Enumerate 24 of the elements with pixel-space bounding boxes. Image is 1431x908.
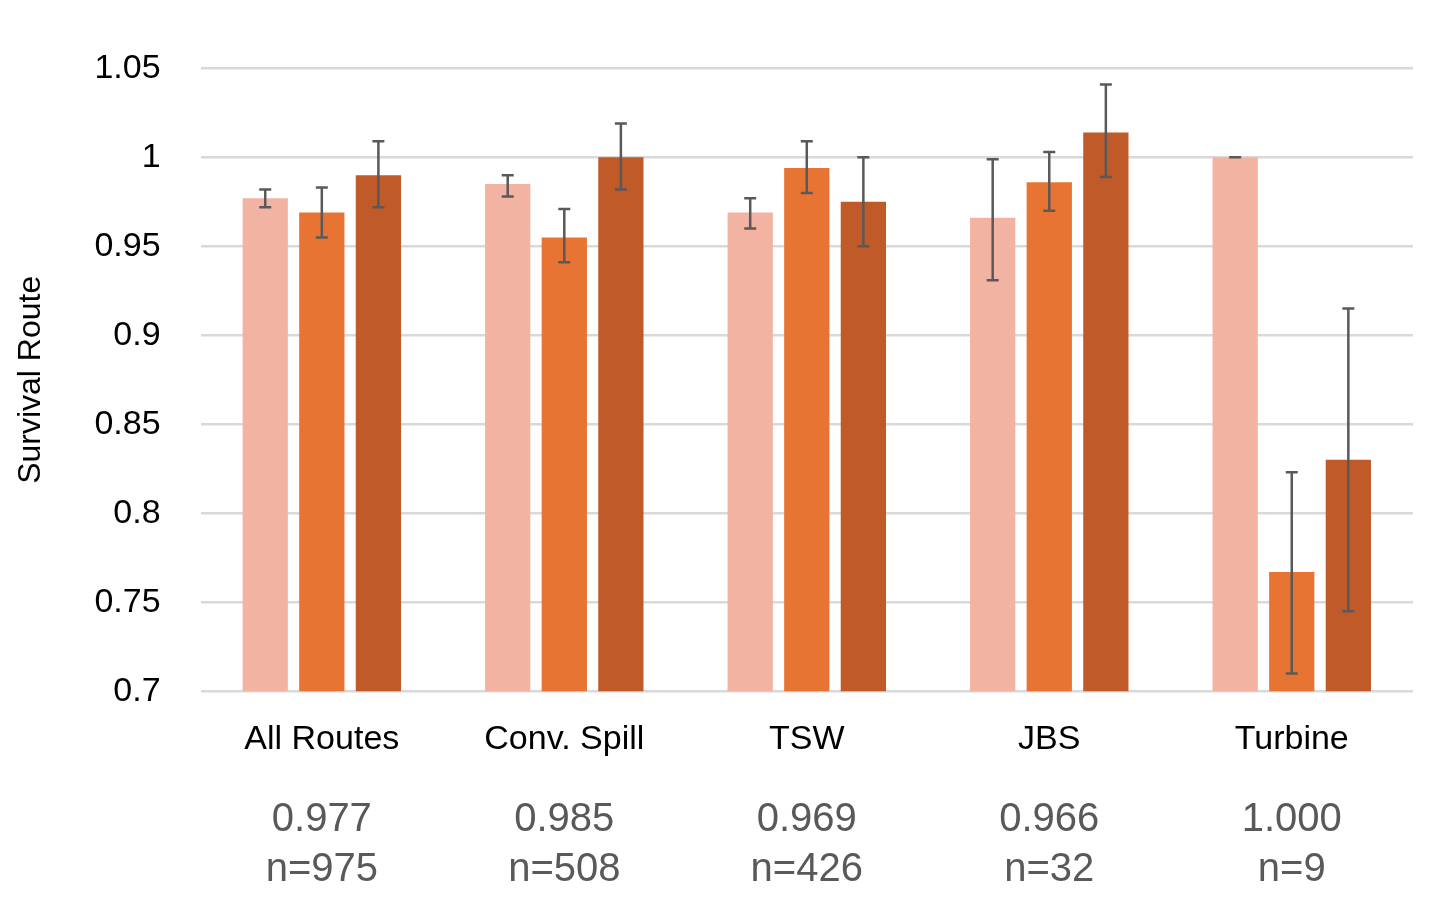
y-tick-label: 0.95 (94, 224, 161, 263)
data-label: 0.969 (756, 795, 857, 840)
text: n=426 (750, 845, 863, 890)
text: n=9 (1257, 845, 1326, 890)
x-tick-label: Turbine (1234, 717, 1349, 756)
data-label: 0.977 (271, 795, 372, 840)
x-tick-label: JBS (1018, 717, 1081, 756)
text: n=32 (1004, 845, 1095, 890)
text: n=508 (508, 845, 621, 890)
y-tick-label: 1 (141, 135, 161, 174)
text: n=975 (265, 845, 378, 890)
x-tick-label: TSW (769, 717, 845, 756)
y-tick-label: 0.8 (113, 491, 161, 530)
y-axis-title: Survival Route (11, 275, 48, 484)
x-tick-label: All Routes (244, 717, 400, 756)
x-tick-label: Conv. Spill (484, 717, 645, 756)
y-tick-label: 0.7 (113, 669, 161, 708)
y-tick-label: 0.75 (94, 580, 161, 619)
data-label: 0.966 (999, 795, 1100, 840)
y-tick-label: 0.85 (94, 402, 161, 441)
data-label: 1.000 (1241, 795, 1342, 840)
y-tick-label: 1.05 (94, 46, 161, 85)
y-tick-label: 0.9 (113, 313, 161, 352)
data-label: 0.985 (514, 795, 615, 840)
